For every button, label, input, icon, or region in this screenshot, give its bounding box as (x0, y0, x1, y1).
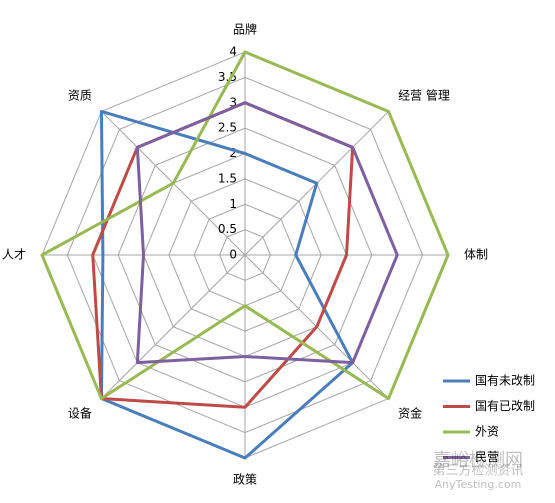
legend-label: 外资 (475, 425, 499, 439)
series-line (99, 109, 355, 460)
legend-label: 国有已改制 (475, 399, 535, 413)
r-tick-label: 4 (229, 45, 237, 59)
axis-label: 资金 (398, 406, 422, 421)
axis-label: 人才 (2, 248, 26, 262)
axis-label: 资质 (68, 88, 92, 102)
r-tick-label: 1 (229, 197, 237, 211)
legend-label: 民营 (475, 450, 499, 464)
r-tick-label: 2.5 (218, 121, 237, 135)
series-line (91, 101, 355, 409)
r-tick-label: 2 (229, 146, 237, 160)
legend-label: 国有未改制 (475, 374, 535, 388)
r-tick-label: 0 (229, 248, 237, 262)
r-tick-label: 1.5 (218, 171, 237, 185)
axis-label: 品牌 (233, 23, 257, 37)
axis-label: 体制 (464, 248, 488, 262)
r-tick-label: 3 (229, 95, 237, 109)
r-tick-label: 0.5 (218, 222, 237, 236)
series-line (135, 101, 399, 365)
watermark: AnyTesting.com (435, 478, 522, 491)
series-line (40, 50, 450, 401)
watermark: 第三方检测资讯 (432, 463, 523, 479)
watermark: 嘉峪检测网 (433, 450, 523, 471)
axis-label: 设备 (68, 407, 92, 421)
axis-label: 政策 (233, 473, 257, 487)
axis-label: 经营 管理 (398, 87, 450, 102)
spoke (101, 254, 246, 399)
